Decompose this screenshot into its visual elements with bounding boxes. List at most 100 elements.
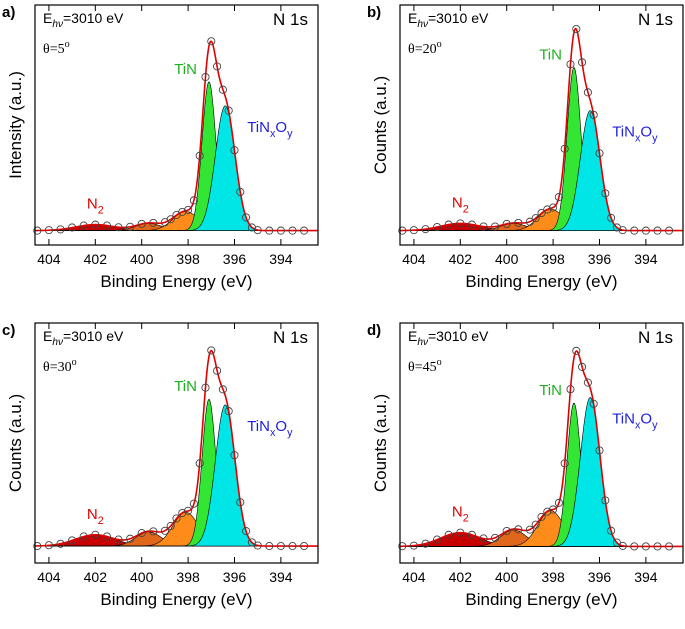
data-point [595, 446, 604, 455]
data-point [56, 539, 65, 548]
emission-angle-part: o [65, 39, 70, 50]
data-point [618, 226, 627, 235]
data-point [467, 530, 476, 539]
data-point [641, 226, 650, 235]
x-tick-label: 396 [223, 569, 247, 585]
data-point [607, 526, 616, 535]
data-point [149, 527, 158, 536]
component-label: TiN [539, 46, 562, 63]
x-axis-title: Binding Energy (eV) [465, 590, 617, 609]
data-point [589, 399, 598, 408]
panel-label: a) [2, 4, 15, 21]
data-point [184, 205, 193, 215]
data-point [560, 459, 569, 468]
component-label-part: N [87, 196, 98, 213]
data-point [33, 226, 42, 235]
data-point [433, 535, 442, 544]
component-label-part: y [287, 427, 293, 439]
x-tick-label: 396 [588, 251, 612, 267]
data-point [253, 541, 262, 550]
emission-angle-part: θ=30 [43, 360, 72, 375]
component-label: TiNxOy [612, 410, 658, 431]
plot-frame [399, 4, 684, 246]
excitation-energy-part: =3010 eV [63, 10, 124, 26]
data-point [572, 346, 581, 355]
x-axis-title: Binding Energy (eV) [100, 272, 252, 291]
component-label-part: 2 [463, 203, 469, 215]
data-point [491, 533, 500, 542]
data-point [595, 149, 604, 158]
fit-envelope [34, 349, 318, 547]
data-point [166, 521, 175, 531]
data-point [236, 498, 245, 507]
data-point [300, 542, 309, 551]
data-point [172, 514, 181, 523]
data-point [601, 189, 610, 198]
component-label: N2 [87, 196, 104, 217]
excitation-energy-part: hν [417, 337, 428, 348]
x-tick-label: 404 [402, 569, 426, 585]
data-point [236, 187, 245, 197]
component-label-part: y [652, 419, 658, 431]
data-point [502, 219, 511, 228]
data-point [195, 459, 204, 468]
fit-envelope [399, 350, 683, 548]
data-point [502, 526, 511, 536]
data-point [589, 110, 598, 119]
component-label-part: x [270, 128, 276, 140]
component-label: TiN [539, 382, 562, 399]
x-tick-label: 402 [449, 569, 473, 585]
data-point [126, 222, 135, 231]
data-point [653, 226, 662, 235]
excitation-energy-part: E [408, 10, 417, 26]
component-label-part: TiN [612, 410, 635, 427]
component-label-part: N [452, 194, 463, 211]
data-point [178, 508, 187, 518]
emission-angle-part: o [437, 39, 442, 50]
component-label-part: N [452, 504, 463, 521]
data-point [288, 226, 297, 235]
core-level: N 1s [273, 328, 308, 347]
data-point [444, 220, 453, 229]
component-label: TiN [174, 378, 197, 395]
excitation-energy-part: hν [52, 337, 63, 348]
excitation-energy-part: E [43, 10, 52, 26]
component-label: TiNxOy [612, 124, 658, 145]
data-point [578, 362, 587, 371]
component-label-part: TiN [247, 418, 270, 435]
data-point [102, 221, 111, 230]
data-point [456, 219, 465, 228]
data-point [409, 541, 418, 550]
x-tick-label: 394 [634, 251, 658, 267]
excitation-energy-part: E [43, 328, 52, 344]
emission-angle: θ=45o [408, 357, 442, 375]
x-tick-label: 398 [176, 251, 200, 267]
fit-envelope [400, 27, 683, 232]
data-point [189, 196, 198, 205]
data-point [583, 378, 592, 387]
data-point [514, 218, 523, 227]
data-point [79, 532, 88, 541]
x-tick-label: 400 [130, 569, 154, 585]
x-tick-label: 394 [634, 569, 658, 585]
excitation-energy: Ehν=3010 eV [408, 328, 489, 348]
data-point [514, 525, 523, 534]
data-point [607, 213, 616, 222]
component-label-part: TiN [612, 124, 635, 141]
core-level: N 1s [273, 10, 308, 29]
data-point [178, 207, 187, 216]
plot-frame [34, 4, 319, 246]
excitation-energy: Ehν=3010 eV [408, 10, 489, 30]
data-point [230, 451, 239, 460]
plot-frame [34, 322, 319, 564]
data-point [201, 383, 210, 392]
data-point [479, 534, 488, 543]
emission-angle-part: o [437, 357, 442, 368]
data-point [409, 226, 418, 235]
data-point [253, 226, 262, 235]
emission-angle-part: θ=20 [408, 42, 437, 57]
data-point [114, 223, 123, 232]
data-point [218, 85, 227, 94]
